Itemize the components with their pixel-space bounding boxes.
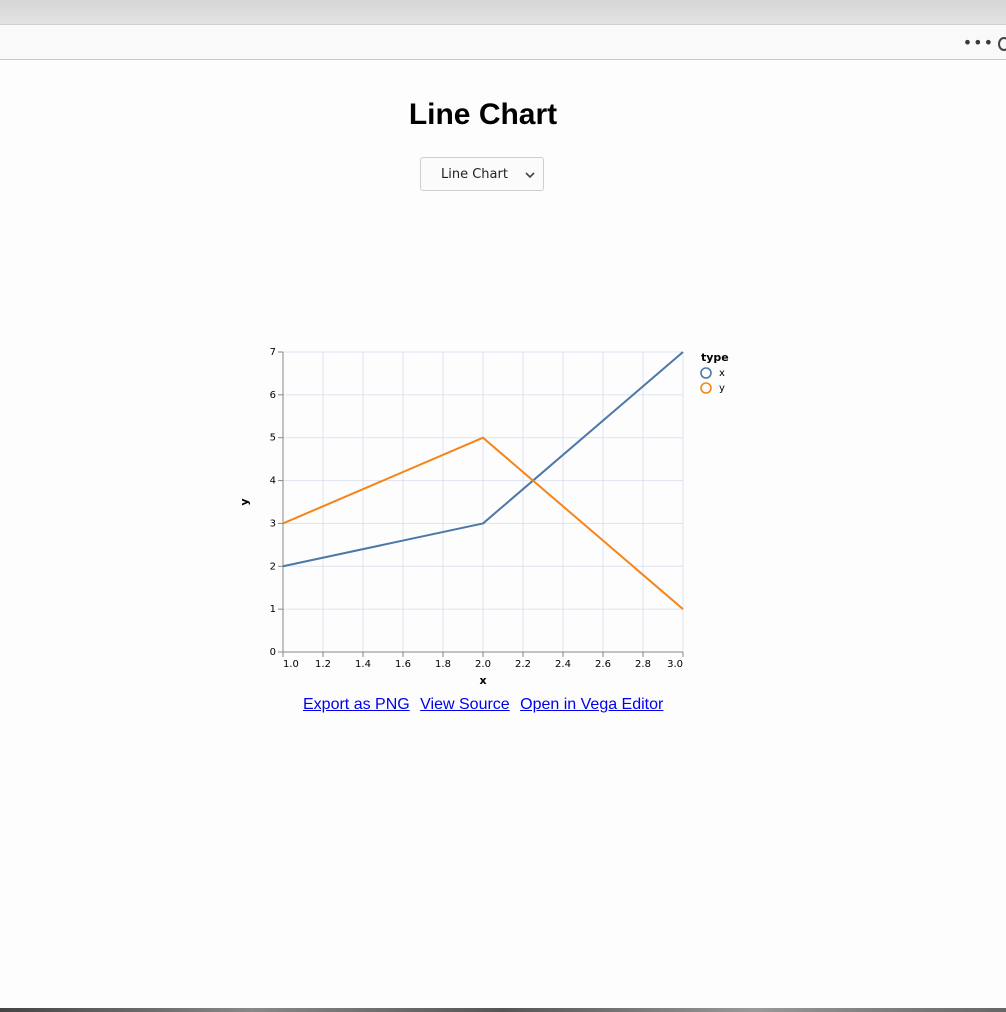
y-tick-label: 0 <box>270 647 276 658</box>
legend-label-y: y <box>719 383 725 394</box>
x-tick-label: 2.6 <box>595 659 611 670</box>
chart-type-select[interactable]: Line Chart <box>420 157 544 191</box>
browser-toolbar: ••• <box>0 24 1006 60</box>
y-tick-label: 6 <box>270 390 276 401</box>
chart-axes: 1.0 1.2 1.4 1.6 1.8 2.0 2.2 2.4 2.6 2.8 3.0 0 1 2 3 4 5 6… <box>238 347 684 687</box>
x-tick-label: 2.8 <box>635 659 651 670</box>
chart-legend: type xy <box>700 351 729 394</box>
y-tick-label: 2 <box>270 561 276 572</box>
y-tick-label: 1 <box>270 604 276 615</box>
x-tick-label: 1.2 <box>315 659 331 670</box>
x-tick-label: 2.4 <box>555 659 571 670</box>
reload-icon[interactable] <box>998 37 1006 51</box>
more-options-icon[interactable]: ••• <box>962 33 994 52</box>
y-tick-label: 3 <box>270 518 276 529</box>
open-vega-editor-link[interactable]: Open in Vega Editor <box>520 696 664 713</box>
chart-series <box>282 351 684 610</box>
x-tick-label: 2.2 <box>515 659 531 670</box>
chart-actions: Export as PNG View Source Open in Vega E… <box>303 696 669 714</box>
x-tick-label: 1.8 <box>435 659 451 670</box>
x-tick-label: 1.6 <box>395 659 411 670</box>
x-tick-label: 1.0 <box>283 659 299 670</box>
y-axis-title: y <box>238 498 251 505</box>
chart-grid <box>282 351 684 653</box>
legend-symbol-x <box>700 367 712 379</box>
view-source-link[interactable]: View Source <box>420 696 510 713</box>
browser-tab-strip <box>0 0 1006 24</box>
legend-symbol-y <box>700 382 712 394</box>
legend-title: type <box>701 351 729 364</box>
x-tick-label: 2.0 <box>475 659 491 670</box>
legend-label-x: x <box>719 368 725 379</box>
chevron-down-icon <box>525 172 535 179</box>
taskbar-edge <box>0 1008 1006 1012</box>
y-tick-label: 7 <box>270 347 276 358</box>
chart-type-select-value: Line Chart <box>441 167 508 182</box>
page-title: Line Chart <box>408 98 558 131</box>
x-axis-title: x <box>479 674 486 687</box>
x-tick-label: 3.0 <box>667 659 683 670</box>
x-tick-label: 1.4 <box>355 659 371 670</box>
y-tick-label: 4 <box>270 476 276 487</box>
y-tick-label: 5 <box>270 433 276 444</box>
series-line-x <box>282 351 684 568</box>
export-png-link[interactable]: Export as PNG <box>303 696 410 713</box>
series-line-y <box>282 436 684 610</box>
